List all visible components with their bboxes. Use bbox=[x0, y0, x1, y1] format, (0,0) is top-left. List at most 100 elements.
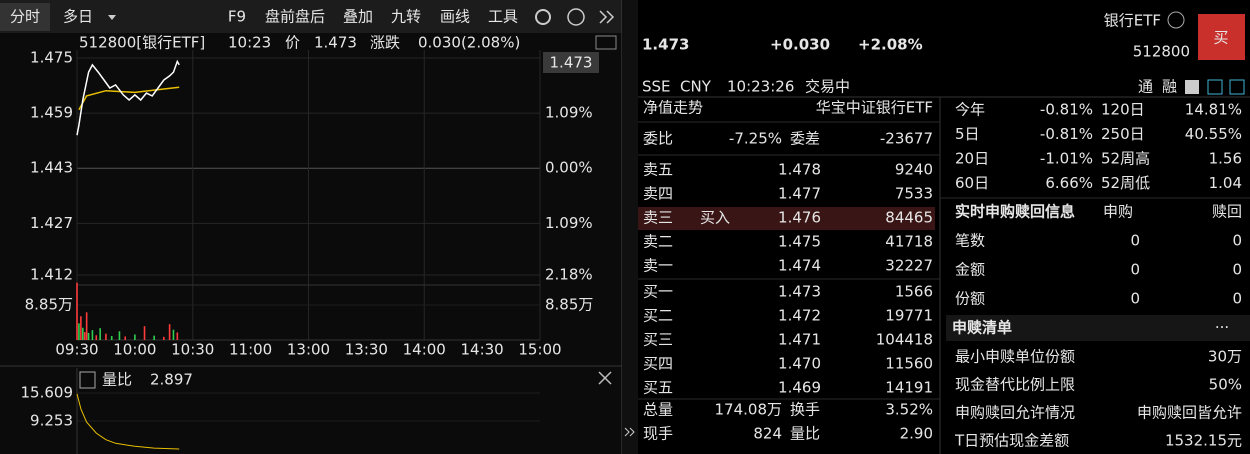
period-value: -1.01% bbox=[1040, 150, 1093, 168]
level-label: 买一 bbox=[643, 283, 673, 301]
volume-bar bbox=[153, 335, 155, 340]
row-value: 0 bbox=[1130, 261, 1140, 279]
change-label: 涨跌 bbox=[370, 34, 400, 52]
big-price: 1.473 bbox=[642, 36, 689, 54]
fund-name: 银行ETF bbox=[1104, 12, 1161, 30]
market-info: SSE bbox=[642, 78, 671, 96]
toolbar-item[interactable]: 工具 bbox=[488, 8, 518, 26]
indicator-value: 2.897 bbox=[150, 371, 193, 389]
market-info: CNY bbox=[680, 78, 712, 96]
dropdown-icon[interactable] bbox=[108, 15, 116, 20]
level-label: 卖三 bbox=[643, 209, 673, 227]
pct-tick-label: 1.09% bbox=[545, 214, 593, 232]
volume-bar bbox=[172, 329, 175, 340]
column-header: 申购 bbox=[1103, 203, 1133, 221]
level-price: 1.469 bbox=[778, 379, 821, 397]
tool-icon[interactable] bbox=[1229, 79, 1245, 95]
row-label: 金额 bbox=[955, 261, 985, 279]
nav-label[interactable]: 净值走势 bbox=[643, 99, 703, 117]
collapse-strip bbox=[622, 0, 638, 454]
volume-bar bbox=[87, 332, 90, 340]
stat-label: 换手 bbox=[790, 401, 820, 419]
tag: 通 bbox=[1138, 78, 1153, 96]
active-tab bbox=[0, 3, 50, 31]
tab[interactable]: 多日 bbox=[63, 8, 93, 26]
toolbar-item[interactable]: F9 bbox=[228, 8, 246, 26]
help-box[interactable] bbox=[79, 371, 96, 389]
price-line bbox=[76, 59, 180, 136]
market-info: 10:23:26 bbox=[727, 78, 794, 96]
ask-tag: 买入 bbox=[700, 209, 730, 227]
period-value: 6.66% bbox=[1045, 174, 1093, 192]
row-value: 50% bbox=[1209, 376, 1242, 394]
diff-label: 委差 bbox=[790, 130, 820, 148]
y-tick-label: 1.459 bbox=[30, 104, 73, 122]
period-label: 120日 bbox=[1101, 101, 1145, 119]
pct-tick-label: 0.00% bbox=[545, 159, 593, 177]
buy-button[interactable] bbox=[1198, 14, 1245, 60]
toolbar-item[interactable]: 九转 bbox=[391, 8, 421, 26]
period-label: 5日 bbox=[955, 125, 980, 143]
period-value: 40.55% bbox=[1185, 125, 1242, 143]
volume-bar bbox=[83, 332, 86, 340]
toolbar-item[interactable]: 盘前盘后 bbox=[265, 8, 325, 26]
y-tick-label: 1.475 bbox=[30, 49, 73, 67]
info-icon[interactable] bbox=[1167, 11, 1185, 29]
level-label: 卖一 bbox=[643, 257, 673, 275]
row-label: T日预估现金差额 bbox=[954, 432, 1069, 450]
stat-label: 总量 bbox=[643, 401, 673, 419]
close-icon[interactable] bbox=[598, 371, 612, 385]
row-value: 1532.15元 bbox=[1165, 432, 1242, 450]
wp-icon[interactable] bbox=[595, 35, 617, 50]
volume-bar bbox=[76, 282, 78, 340]
y-tick-label: 1.412 bbox=[30, 266, 73, 284]
level-volume: 41718 bbox=[885, 233, 933, 251]
level-volume: 11560 bbox=[885, 355, 933, 373]
level-label: 买二 bbox=[643, 307, 673, 325]
section-title: 实时申购赎回信息 bbox=[955, 203, 1075, 221]
level-volume: 9240 bbox=[895, 161, 933, 179]
buy-button-text[interactable]: 买 bbox=[1213, 29, 1228, 47]
level-price: 1.472 bbox=[778, 307, 821, 325]
change: +0.030 bbox=[770, 36, 830, 54]
volume-tick-label: 8.85万 bbox=[545, 296, 593, 314]
x-tick-label: 14:30 bbox=[461, 341, 504, 359]
stat-value: 3.52% bbox=[885, 401, 933, 419]
collapse-icon[interactable] bbox=[624, 427, 635, 437]
level-price: 1.475 bbox=[778, 233, 821, 251]
row-value: 0 bbox=[1232, 290, 1242, 308]
ratio-line bbox=[76, 393, 180, 450]
settings-icon[interactable] bbox=[535, 9, 551, 25]
expand-icon[interactable] bbox=[599, 10, 615, 24]
time: 10:23 bbox=[228, 34, 271, 52]
toolbar-item[interactable]: 画线 bbox=[440, 8, 470, 26]
price-badge bbox=[543, 52, 599, 73]
volume-bar bbox=[110, 336, 113, 340]
tab[interactable]: 分时 bbox=[10, 8, 40, 26]
row-label: 申购赎回允许情况 bbox=[955, 404, 1075, 422]
tool-icon[interactable] bbox=[1185, 80, 1199, 94]
volume-bar bbox=[134, 334, 136, 340]
help-icon[interactable] bbox=[567, 8, 585, 26]
pct-tick-label: 2.18% bbox=[545, 266, 593, 284]
tag: 融 bbox=[1162, 78, 1177, 96]
volume-bar bbox=[118, 331, 121, 340]
volume-bar bbox=[168, 324, 171, 340]
y-tick-label: 15.609 bbox=[21, 384, 74, 402]
row-value: 0 bbox=[1130, 290, 1140, 308]
tool-icon[interactable] bbox=[1207, 79, 1223, 95]
more-button[interactable]: ··· bbox=[1215, 319, 1229, 337]
x-tick-label: 15:00 bbox=[518, 341, 561, 359]
level-label: 买三 bbox=[643, 331, 673, 349]
nav-fund: 华宝中证银行ETF bbox=[816, 99, 933, 117]
toolbar-item[interactable]: 叠加 bbox=[343, 8, 373, 26]
row-label: 份额 bbox=[955, 290, 985, 308]
row-label: 最小申赎单位份额 bbox=[955, 348, 1075, 366]
volume-bar bbox=[124, 336, 127, 340]
stat-value: 824 bbox=[753, 425, 782, 443]
level-price: 1.470 bbox=[778, 355, 821, 373]
period-label: 250日 bbox=[1101, 125, 1145, 143]
market-info: 交易中 bbox=[805, 78, 850, 96]
ratio: -7.25% bbox=[729, 130, 782, 148]
diff: -23677 bbox=[880, 130, 933, 148]
